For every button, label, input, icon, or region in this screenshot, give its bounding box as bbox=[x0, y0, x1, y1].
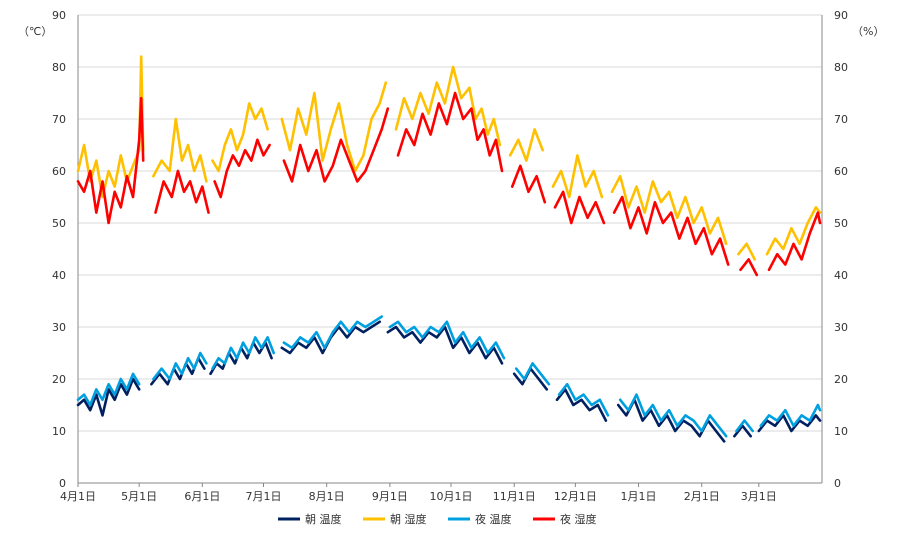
series-line-1-segment-4 bbox=[394, 65, 502, 147]
series-line-3-segment-1 bbox=[154, 169, 210, 214]
series-line-0-segment-9 bbox=[757, 414, 822, 433]
y-left-tick-label: 80 bbox=[52, 61, 66, 74]
x-tick-label: 1月1日 bbox=[621, 490, 657, 503]
y-right-tick-label: 50 bbox=[834, 217, 848, 230]
series-line-3-segment-3 bbox=[282, 107, 390, 183]
y-right-unit-label: （%） bbox=[852, 25, 884, 38]
y-left-tick-label: 20 bbox=[52, 373, 66, 386]
y-left-tick-label: 70 bbox=[52, 113, 66, 126]
x-tick-label: 8月1日 bbox=[309, 490, 345, 503]
y-right-tick-label: 80 bbox=[834, 61, 848, 74]
series-line-3-segment-6 bbox=[553, 190, 606, 225]
series-line-0-segment-0 bbox=[76, 377, 141, 417]
series-lines bbox=[76, 55, 822, 443]
series-line-2-segment-6 bbox=[557, 382, 610, 417]
series-line-0-segment-8 bbox=[733, 424, 753, 438]
series-line-1-segment-8 bbox=[737, 242, 757, 261]
y-left-tick-label: 90 bbox=[52, 9, 66, 22]
legend-label-0: 朝 温度 bbox=[305, 512, 342, 526]
y-right-tick-label: 40 bbox=[834, 269, 848, 282]
series-line-1-segment-7 bbox=[610, 174, 728, 246]
series-line-2-segment-9 bbox=[759, 403, 822, 428]
x-tick-label: 10月1日 bbox=[430, 490, 473, 503]
y-right-tick-label: 30 bbox=[834, 321, 848, 334]
x-tick-label: 7月1日 bbox=[245, 490, 281, 503]
series-line-0-segment-6 bbox=[555, 388, 608, 422]
y-right-tick-label: 60 bbox=[834, 165, 848, 178]
legend-label-2: 夜 温度 bbox=[475, 512, 512, 526]
y-left-unit-label: （℃） bbox=[18, 25, 52, 38]
series-line-3-segment-5 bbox=[510, 164, 547, 204]
series-line-2-segment-0 bbox=[76, 372, 141, 407]
series-line-3-segment-7 bbox=[612, 195, 730, 266]
x-tick-label: 2月1日 bbox=[684, 490, 720, 503]
y-left-tick-label: 0 bbox=[59, 477, 66, 490]
series-line-2-segment-7 bbox=[618, 393, 728, 438]
legend: 朝 温度 朝 湿度 夜 温度 夜 湿度 bbox=[278, 512, 597, 526]
gridlines bbox=[78, 14, 822, 432]
x-tick-label: 12月1日 bbox=[554, 490, 597, 503]
x-tick-label: 4月1日 bbox=[60, 490, 96, 503]
y-right-tick-label: 10 bbox=[834, 425, 848, 438]
y-left-tick-label: 60 bbox=[52, 165, 66, 178]
series-line-2-segment-4 bbox=[388, 320, 506, 360]
y-left-tick-label: 50 bbox=[52, 217, 66, 230]
series-line-3-segment-0 bbox=[76, 96, 145, 225]
x-tick-label: 5月1日 bbox=[121, 490, 157, 503]
series-line-2-segment-3 bbox=[282, 315, 384, 350]
y-right-tick-label: 20 bbox=[834, 373, 848, 386]
legend-label-1: 朝 湿度 bbox=[390, 512, 427, 526]
x-tick-label: 9月1日 bbox=[372, 490, 408, 503]
series-line-0-segment-4 bbox=[386, 325, 504, 365]
series-line-3-segment-8 bbox=[739, 258, 759, 277]
series-line-2-segment-8 bbox=[735, 419, 755, 433]
y-right-tick-label: 0 bbox=[834, 477, 841, 490]
series-line-1-segment-5 bbox=[508, 128, 545, 162]
series-line-2-segment-1 bbox=[152, 351, 208, 381]
x-tick-label: 6月1日 bbox=[184, 490, 220, 503]
series-line-2-segment-5 bbox=[514, 362, 551, 386]
series-line-1-segment-3 bbox=[280, 81, 388, 173]
tick-labels: 0 0 10 10 20 20 30 30 40 40 50 50 60 60 70 70 80 80 90 90 4月… bbox=[52, 9, 848, 503]
series-line-1-segment-9 bbox=[765, 206, 822, 256]
y-right-tick-label: 90 bbox=[834, 9, 848, 22]
x-tick-label: 3月1日 bbox=[741, 490, 777, 503]
y-right-tick-label: 70 bbox=[834, 113, 848, 126]
series-line-1-segment-6 bbox=[551, 154, 604, 199]
series-line-3-segment-2 bbox=[213, 138, 271, 199]
series-line-1-segment-2 bbox=[211, 102, 269, 173]
series-line-3-segment-9 bbox=[767, 211, 822, 272]
y-left-tick-label: 40 bbox=[52, 269, 66, 282]
y-left-tick-label: 30 bbox=[52, 321, 66, 334]
series-line-1-segment-1 bbox=[152, 117, 208, 183]
legend-label-3: 夜 湿度 bbox=[560, 512, 597, 526]
series-line-2-segment-2 bbox=[211, 336, 276, 370]
series-line-3-segment-4 bbox=[396, 91, 504, 173]
x-tick-label: 11月1日 bbox=[493, 490, 536, 503]
y-left-tick-label: 10 bbox=[52, 425, 66, 438]
